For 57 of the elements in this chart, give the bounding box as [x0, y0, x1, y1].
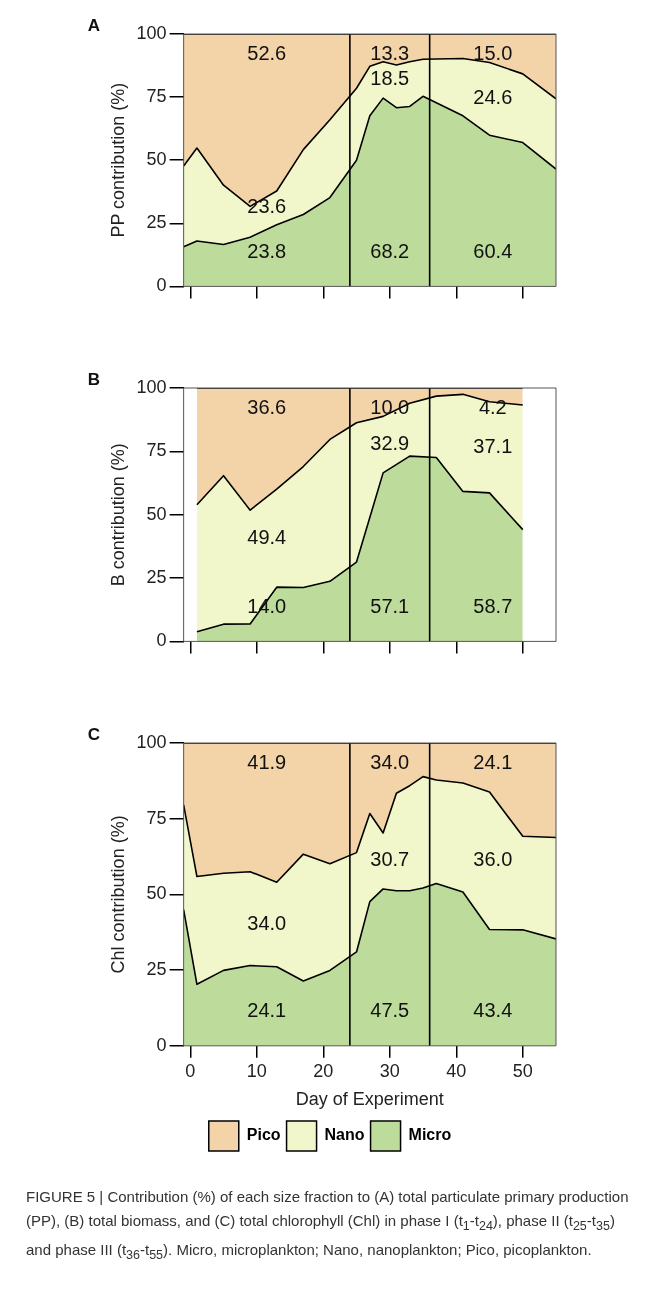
annotation: 58.7 — [473, 594, 513, 617]
annotation: 36.0 — [473, 848, 513, 871]
x-axis-title: Day of Experiment — [295, 1089, 444, 1110]
annotation: 15.0 — [473, 41, 513, 64]
y-tick-label: 75 — [146, 440, 167, 461]
annotation: 36.6 — [247, 395, 287, 418]
y-tick-label: 0 — [156, 1034, 167, 1055]
chart-title: B — [87, 369, 100, 389]
annotation: 24.6 — [473, 86, 513, 109]
annotation: 60.4 — [473, 239, 513, 262]
x-tick-label: 0 — [185, 1060, 196, 1081]
y-tick-label: 25 — [146, 567, 167, 588]
y-tick-label: 100 — [136, 731, 167, 752]
annotation: 37.1 — [473, 434, 513, 457]
annotation: 49.4 — [247, 525, 287, 548]
y-tick-label: 0 — [156, 275, 167, 296]
y-tick-label: 25 — [146, 212, 167, 233]
x-tick-label: 50 — [512, 1060, 533, 1081]
annotation: 68.2 — [370, 239, 410, 262]
legend-label: Nano — [324, 1126, 365, 1144]
annotation: 30.7 — [370, 848, 410, 871]
y-tick-label: 50 — [146, 149, 167, 170]
annotation: 23.6 — [247, 195, 287, 218]
y-axis-title: Chl contribution (%) — [107, 815, 128, 974]
x-tick-label: 20 — [313, 1060, 334, 1081]
x-tick-label: 40 — [446, 1060, 467, 1081]
x-tick-label: 30 — [379, 1060, 400, 1081]
annotation: 41.9 — [247, 750, 287, 773]
y-tick-label: 50 — [146, 883, 167, 904]
y-axis-title: PP contribution (%) — [107, 82, 128, 238]
annotation: 34.0 — [370, 750, 410, 773]
y-tick-label: 0 — [156, 630, 167, 651]
legend-label: Micro — [408, 1126, 452, 1144]
annotation: 32.9 — [370, 432, 410, 455]
y-tick-label: 75 — [146, 807, 167, 828]
annotation: 23.8 — [247, 239, 287, 262]
text: FIGURE 5 | Contribution (%) of each size fraction to (A) total particulate primary production (PP), (B) total biomass, and (C) total chlorophyll (Chl) in phase I (t$_{1}$-t$_{24}$), phase II (t$_{25}$-t$_{35}$) and phase III (t$_{36}$-t$_{55}$). Micro, microplankton; Nano, nanoplankton; Pico, picoplankton. — [26, 1188, 629, 1262]
x-tick-label: 10 — [246, 1060, 267, 1081]
y-tick-label: 100 — [136, 376, 167, 397]
y-tick-label: 75 — [146, 86, 167, 107]
y-axis-title: B contribution (%) — [107, 443, 128, 587]
annotation: 18.5 — [370, 67, 410, 90]
y-tick-label: 50 — [146, 503, 167, 524]
annotation: 57.1 — [370, 594, 410, 617]
annotation: 43.4 — [473, 999, 513, 1022]
annotation: 34.0 — [247, 912, 287, 935]
chart-title: C — [87, 724, 100, 744]
chart-title: A — [87, 15, 100, 35]
annotation: 52.6 — [247, 41, 287, 64]
y-tick-label: 100 — [136, 22, 167, 43]
y-tick-label: 25 — [146, 959, 167, 980]
annotation: 24.1 — [247, 999, 287, 1022]
annotation: 47.5 — [370, 999, 410, 1022]
legend-label: Pico — [246, 1126, 281, 1144]
annotation: 24.1 — [473, 750, 513, 773]
annotation: 4.2 — [478, 395, 507, 418]
annotation: 13.3 — [370, 41, 410, 64]
